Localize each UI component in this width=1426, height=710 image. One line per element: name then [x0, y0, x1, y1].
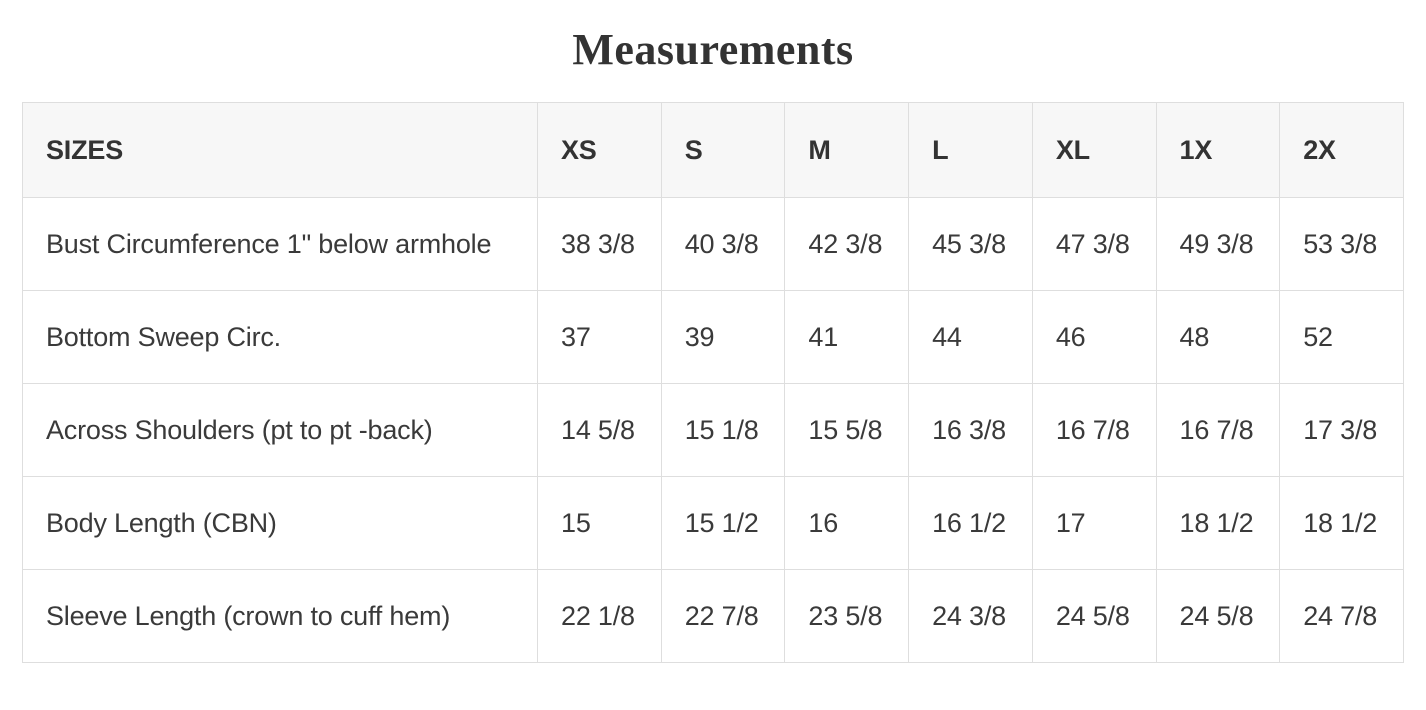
size-value-cell: 15 — [537, 476, 662, 570]
size-value-cell: 37 — [537, 290, 662, 384]
size-value-cell: 39 — [660, 290, 786, 384]
size-value-cell: 16 3/8 — [908, 383, 1033, 477]
measurement-label-cell: Sleeve Length (crown to cuff hem) — [22, 569, 538, 663]
table-row-sleeve-length: Sleeve Length (crown to cuff hem) 22 1/8… — [22, 569, 1404, 663]
column-header-xl: XL — [1031, 102, 1157, 198]
table-body: Bust Circumference 1" below armhole 38 3… — [22, 197, 1404, 663]
size-value-cell: 38 3/8 — [537, 197, 662, 291]
size-value-cell: 40 3/8 — [660, 197, 786, 291]
size-value-cell: 16 — [784, 476, 910, 570]
measurement-label-cell: Across Shoulders (pt to pt -back) — [22, 383, 538, 477]
table-row-across-shoulders: Across Shoulders (pt to pt -back) 14 5/8… — [22, 383, 1404, 477]
size-value-cell: 48 — [1155, 290, 1281, 384]
size-value-cell: 22 1/8 — [537, 569, 662, 663]
size-value-cell: 24 7/8 — [1279, 569, 1404, 663]
table-row-bottom-sweep: Bottom Sweep Circ. 37 39 41 44 46 48 52 — [22, 290, 1404, 384]
size-value-cell: 52 — [1279, 290, 1404, 384]
size-value-cell: 45 3/8 — [908, 197, 1033, 291]
size-value-cell: 46 — [1031, 290, 1157, 384]
size-value-cell: 18 1/2 — [1155, 476, 1281, 570]
size-value-cell: 24 5/8 — [1031, 569, 1157, 663]
size-value-cell: 47 3/8 — [1031, 197, 1157, 291]
table-row-bust-circumference: Bust Circumference 1" below armhole 38 3… — [22, 197, 1404, 291]
size-value-cell: 41 — [784, 290, 910, 384]
column-header-m: M — [784, 102, 910, 198]
table-row-body-length: Body Length (CBN) 15 15 1/2 16 16 1/2 17… — [22, 476, 1404, 570]
size-value-cell: 22 7/8 — [660, 569, 786, 663]
size-value-cell: 18 1/2 — [1279, 476, 1404, 570]
size-value-cell: 15 1/8 — [660, 383, 786, 477]
table-header: SIZES XS S M L XL 1X 2X — [22, 102, 1404, 198]
size-value-cell: 42 3/8 — [784, 197, 910, 291]
column-header-2x: 2X — [1279, 102, 1404, 198]
column-header-sizes: SIZES — [22, 102, 538, 198]
size-value-cell: 16 7/8 — [1031, 383, 1157, 477]
size-value-cell: 16 7/8 — [1155, 383, 1281, 477]
size-value-cell: 16 1/2 — [908, 476, 1033, 570]
size-value-cell: 23 5/8 — [784, 569, 910, 663]
column-header-1x: 1X — [1155, 102, 1281, 198]
size-value-cell: 53 3/8 — [1279, 197, 1404, 291]
size-value-cell: 49 3/8 — [1155, 197, 1281, 291]
size-value-cell: 17 — [1031, 476, 1157, 570]
column-header-s: S — [660, 102, 786, 198]
size-value-cell: 15 1/2 — [660, 476, 786, 570]
size-value-cell: 17 3/8 — [1279, 383, 1404, 477]
measurement-label-cell: Bottom Sweep Circ. — [22, 290, 538, 384]
size-value-cell: 15 5/8 — [784, 383, 910, 477]
column-header-l: L — [908, 102, 1033, 198]
measurements-table: SIZES XS S M L XL 1X 2X Bust Circumferen… — [22, 102, 1404, 663]
size-value-cell: 44 — [908, 290, 1033, 384]
measurement-label-cell: Body Length (CBN) — [22, 476, 538, 570]
size-value-cell: 24 3/8 — [908, 569, 1033, 663]
page-title: Measurements — [572, 25, 854, 74]
header-row: SIZES XS S M L XL 1X 2X — [22, 102, 1404, 198]
size-value-cell: 24 5/8 — [1155, 569, 1281, 663]
column-header-xs: XS — [537, 102, 662, 198]
size-value-cell: 14 5/8 — [537, 383, 662, 477]
measurement-label-cell: Bust Circumference 1" below armhole — [22, 197, 538, 291]
